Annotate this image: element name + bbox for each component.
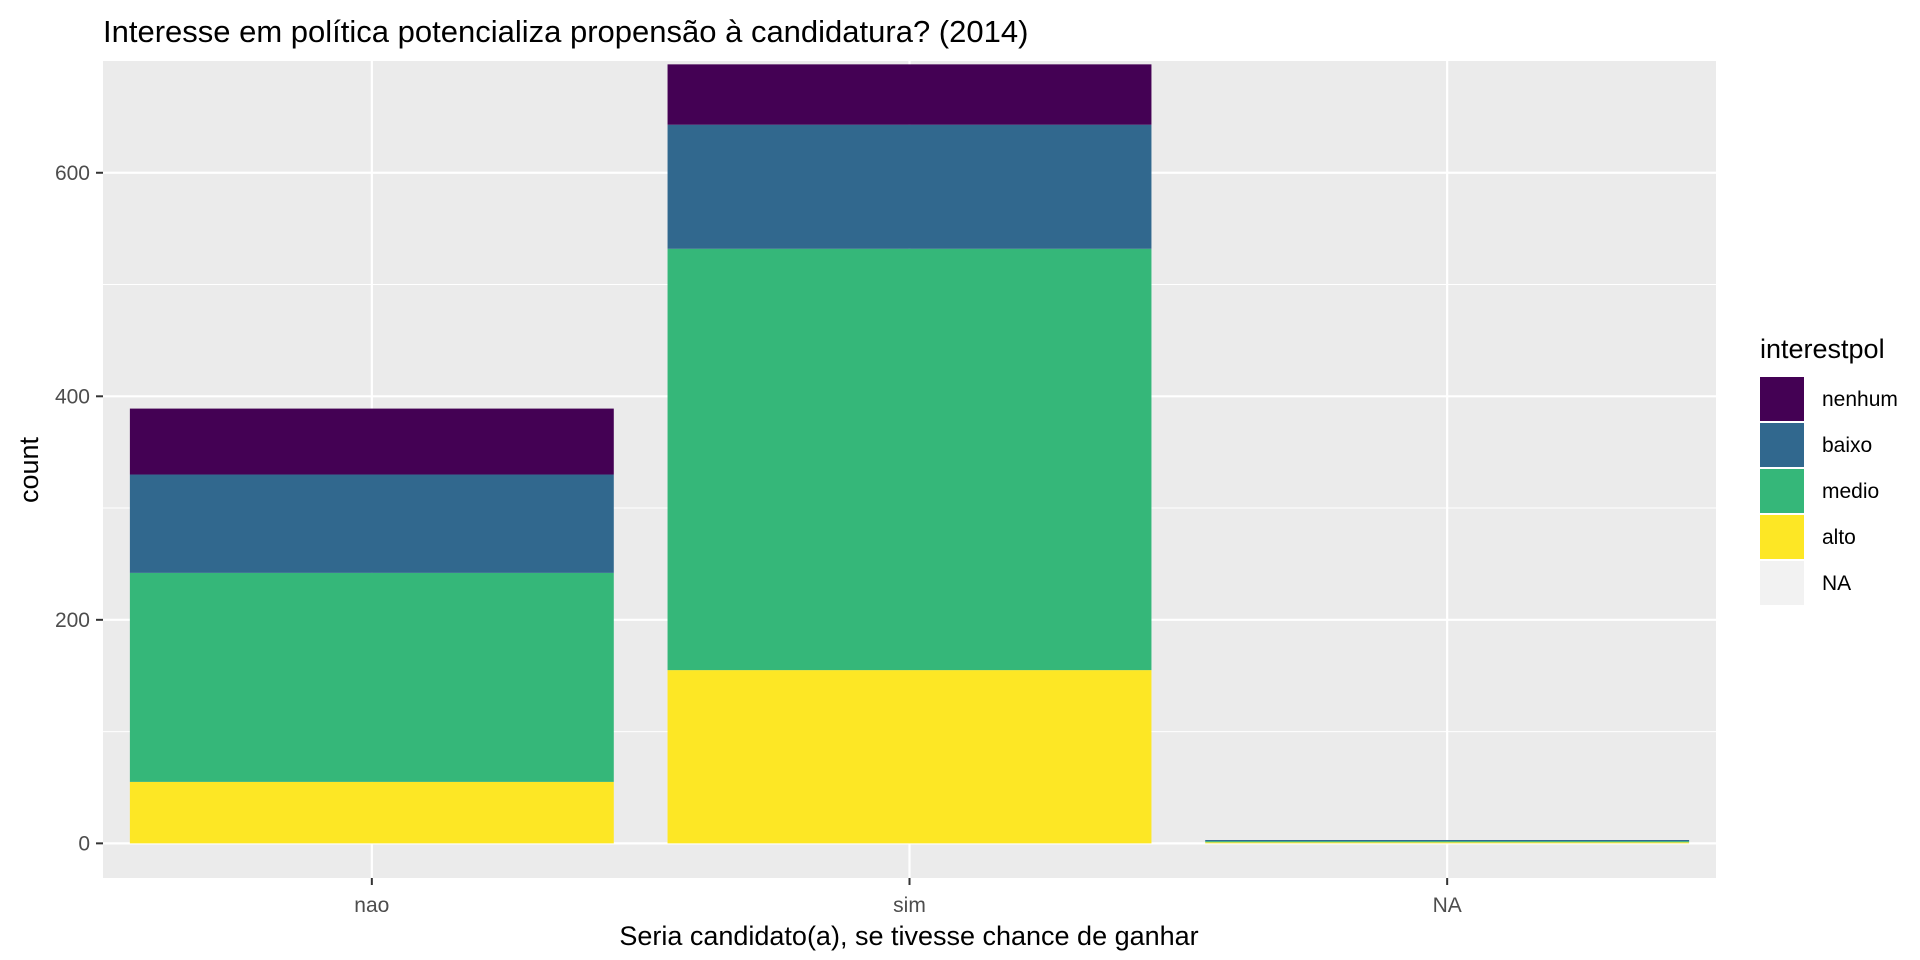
bar-na-alto xyxy=(1205,842,1690,844)
bar-sim-alto xyxy=(667,670,1152,844)
legend-key-nenhum xyxy=(1760,377,1804,421)
x-axis: nao sim NA xyxy=(354,878,1462,917)
legend-label-nenhum: nenhum xyxy=(1822,388,1898,411)
bar-sim-medio xyxy=(667,248,1152,671)
y-tick-label: 600 xyxy=(55,162,90,185)
legend-key-na xyxy=(1760,561,1804,605)
legend-label-alto: alto xyxy=(1822,526,1856,549)
x-axis-title: Seria candidato(a), se tivesse chance de… xyxy=(619,921,1198,951)
legend-key-alto xyxy=(1760,515,1804,559)
bar-sim-nenhum xyxy=(667,64,1152,125)
bar-nao-alto xyxy=(129,781,614,844)
x-tick-label: NA xyxy=(1433,894,1462,917)
x-tick-label: nao xyxy=(354,894,389,917)
bar-nao-baixo xyxy=(129,474,614,573)
y-tick-label: 200 xyxy=(55,609,90,632)
bar-nao-medio xyxy=(129,572,614,782)
legend-label-na: NA xyxy=(1822,572,1851,595)
y-axis-title: count xyxy=(14,436,44,503)
legend-key-baixo xyxy=(1760,423,1804,467)
legend-label-medio: medio xyxy=(1822,480,1879,503)
legend-key-medio xyxy=(1760,469,1804,513)
y-tick-label: 400 xyxy=(55,385,90,408)
legend: interestpol nenhum baixo medio alto NA xyxy=(1760,334,1898,605)
stacked-bars xyxy=(129,64,1690,844)
bar-sim-baixo xyxy=(667,124,1152,249)
chart-title: Interesse em política potencializa prope… xyxy=(103,14,1028,49)
legend-label-baixo: baixo xyxy=(1822,434,1872,457)
y-tick-label: 0 xyxy=(78,832,90,855)
bar-nao-nenhum xyxy=(129,408,614,475)
bar-na-baixo xyxy=(1205,840,1690,842)
y-axis: 0 200 400 600 xyxy=(55,162,103,855)
bar-na-medio xyxy=(1205,841,1690,843)
x-tick-label: sim xyxy=(893,894,926,917)
legend-title: interestpol xyxy=(1760,334,1885,364)
